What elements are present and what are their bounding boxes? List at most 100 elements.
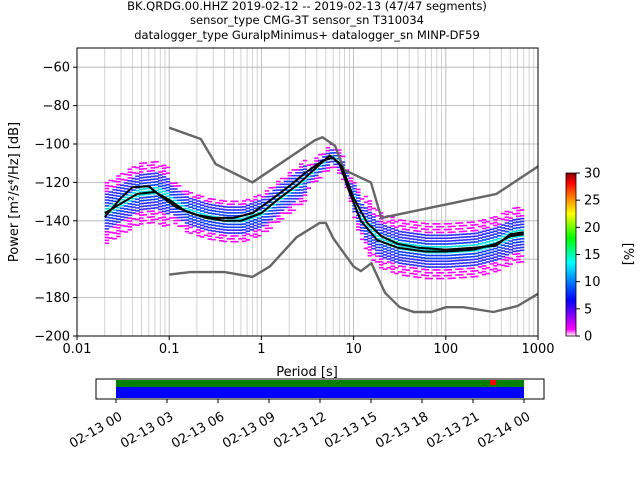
density-cell	[123, 185, 129, 187]
density-cell	[287, 209, 292, 212]
density-cell	[359, 224, 365, 226]
density-cell	[264, 210, 270, 212]
density-cell	[451, 231, 456, 233]
density-cell	[458, 253, 464, 256]
density-cell	[493, 221, 498, 224]
density-cell	[283, 186, 289, 188]
density-cell	[497, 246, 502, 249]
density-cell	[424, 266, 430, 268]
density-cell	[139, 202, 144, 205]
density-cell	[234, 200, 239, 203]
density-cell	[481, 250, 487, 253]
density-cell	[310, 172, 315, 174]
density-cell	[249, 214, 254, 217]
density-cell	[493, 236, 498, 238]
density-cell	[516, 221, 521, 223]
density-cell	[139, 176, 144, 179]
density-cell	[245, 227, 251, 230]
density-cell	[367, 205, 372, 208]
density-cell	[192, 219, 197, 221]
density-cell	[276, 212, 281, 214]
density-cell	[478, 260, 483, 262]
density-cell	[192, 199, 197, 201]
density-cell	[413, 241, 418, 244]
density-cell	[394, 258, 399, 260]
density-cell	[146, 187, 152, 190]
density-cell	[321, 153, 327, 155]
density-cell	[279, 200, 285, 203]
density-cell	[196, 194, 201, 197]
density-cell	[177, 190, 182, 193]
density-cell	[485, 226, 491, 229]
density-cell	[420, 256, 426, 259]
density-cell	[222, 208, 228, 211]
density-cell	[447, 231, 452, 234]
density-cell	[478, 237, 483, 239]
density-cell	[177, 196, 182, 199]
density-cell	[295, 189, 300, 191]
nhnm-curve	[168, 126, 538, 220]
density-cell	[264, 227, 270, 230]
density-cell	[188, 203, 193, 206]
density-cell	[508, 231, 513, 234]
density-cell	[249, 226, 254, 228]
density-cell	[428, 246, 433, 248]
density-cell	[215, 207, 220, 210]
x-tick-label: 100	[433, 342, 458, 357]
density-cell	[169, 188, 174, 190]
density-cell	[443, 254, 449, 257]
density-cell	[222, 226, 228, 228]
density-cell	[184, 216, 190, 219]
density-cell	[516, 227, 521, 229]
density-cell	[386, 235, 392, 237]
density-cell	[413, 273, 418, 275]
density-cell	[394, 261, 399, 263]
density-cell	[112, 194, 117, 197]
timeline-tick-label: 02-14 00	[475, 409, 533, 451]
density-cell	[279, 192, 285, 194]
density-cell	[123, 225, 129, 228]
density-cell	[158, 179, 163, 182]
density-cell	[173, 214, 178, 216]
density-cell	[104, 242, 110, 245]
density-cell	[318, 159, 323, 162]
density-cell	[245, 221, 251, 224]
density-cell	[161, 225, 167, 227]
density-cell	[439, 251, 445, 254]
density-cell	[230, 235, 235, 237]
density-cell	[291, 177, 296, 180]
density-cell	[287, 195, 292, 197]
density-cell	[219, 222, 224, 225]
density-cell	[154, 178, 159, 180]
density-cell	[497, 255, 502, 257]
density-cell	[287, 206, 292, 209]
density-cell	[142, 167, 148, 170]
density-cell	[447, 240, 452, 242]
density-cell	[184, 199, 190, 201]
density-cell	[386, 252, 392, 255]
density-cell	[359, 226, 365, 229]
density-cell	[424, 257, 430, 260]
density-cell	[264, 193, 270, 195]
density-cell	[504, 222, 510, 224]
density-cell	[356, 191, 361, 194]
density-cell	[516, 212, 521, 215]
density-cell	[257, 206, 262, 208]
density-cell	[146, 196, 152, 198]
density-cell	[405, 254, 411, 257]
density-cell	[104, 193, 110, 196]
density-cell	[108, 194, 113, 196]
density-cell	[363, 195, 369, 198]
density-cell	[462, 262, 468, 264]
density-cell	[119, 216, 125, 218]
density-cell	[241, 211, 247, 214]
density-cell	[177, 225, 182, 228]
density-cell	[222, 200, 228, 202]
density-cell	[405, 275, 411, 277]
density-cell	[234, 217, 239, 220]
density-cell	[401, 274, 407, 277]
density-cell	[443, 228, 449, 231]
density-cell	[150, 198, 155, 201]
density-cell	[436, 223, 441, 225]
density-cell	[196, 231, 201, 234]
